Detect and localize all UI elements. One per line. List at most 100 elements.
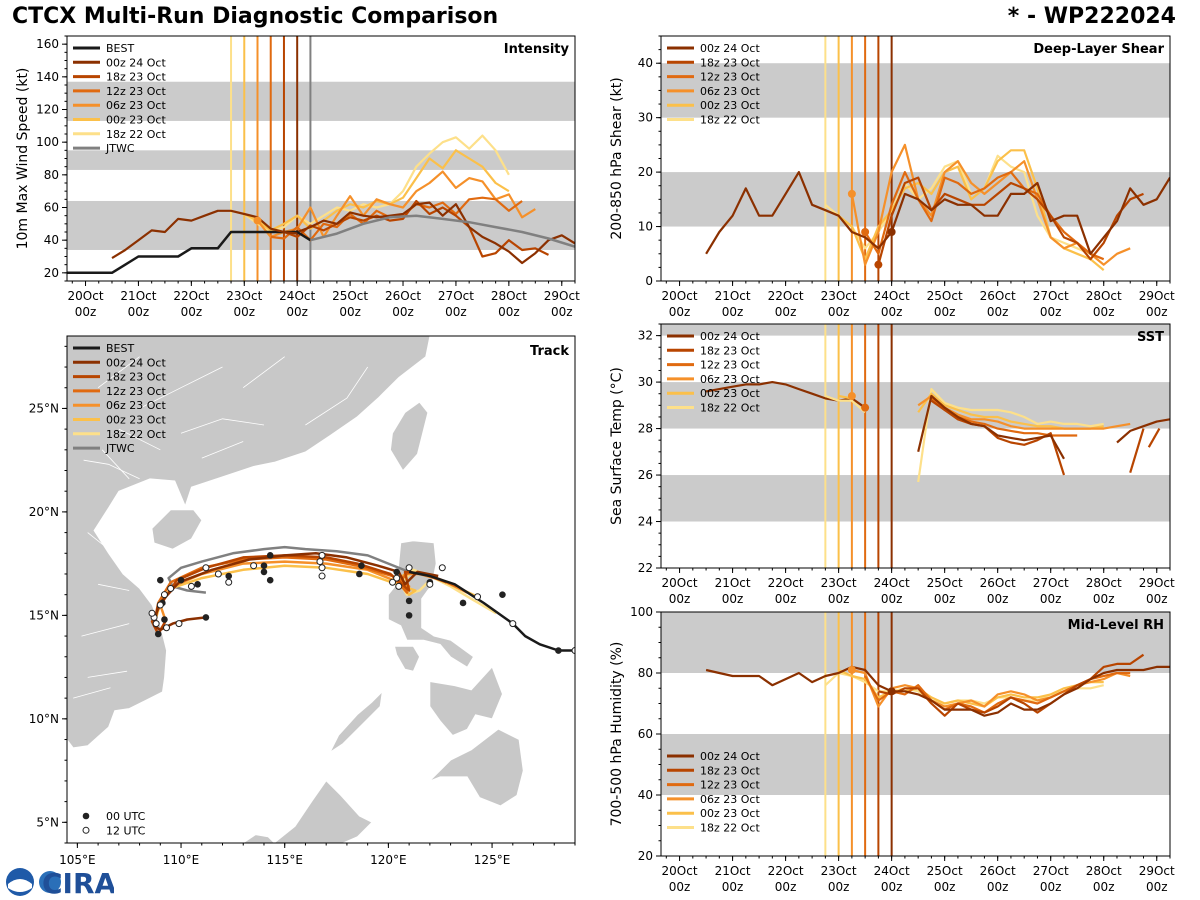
legend-label: BEST xyxy=(106,42,134,55)
cira-logo-globe xyxy=(39,871,61,893)
x-tick-label-hour: 00z xyxy=(181,305,203,319)
x-tick-label-hour: 00z xyxy=(128,305,150,319)
track-point-00utc xyxy=(225,572,233,580)
x-tick-label-hour: 00z xyxy=(669,592,691,606)
track-point-12utc xyxy=(152,620,160,628)
noaa-cira-logo: CIRA xyxy=(6,867,114,898)
y-tick-label: 40 xyxy=(638,56,653,70)
x-tick-label-hour: 00z xyxy=(775,592,797,606)
x-tick-label-date: 22Oct xyxy=(768,289,804,303)
x-tick-label-hour: 00z xyxy=(669,305,691,319)
series-line-best xyxy=(67,230,312,275)
init-marker-r18z23 xyxy=(874,260,883,269)
track-point-12utc xyxy=(438,564,446,572)
x-tick-label-hour: 00z xyxy=(828,592,850,606)
x-tick-label-hour: 00z xyxy=(392,305,414,319)
series-line-r00z24 xyxy=(111,209,298,260)
x-tick-label-date: 26Oct xyxy=(385,289,421,303)
x-tick-label-date: 26Oct xyxy=(980,864,1016,878)
x-tick-label-date: 29Oct xyxy=(1139,864,1175,878)
track-point-12utc xyxy=(389,578,397,586)
legend-label: 00z 24 Oct xyxy=(106,56,166,69)
x-tick-label-date: 28Oct xyxy=(1086,289,1122,303)
legend-label: 06z 23 Oct xyxy=(106,399,166,412)
x-tick-label-date: 20Oct xyxy=(662,576,698,590)
x-tick-label-date: 24Oct xyxy=(874,864,910,878)
x-tick-label-date: 20Oct xyxy=(662,864,698,878)
x-tick-label-date: 21Oct xyxy=(715,289,751,303)
x-tick-label-date: 24Oct xyxy=(874,576,910,590)
threshold-band xyxy=(661,382,1170,429)
legend-label: 00z 23 Oct xyxy=(700,807,760,820)
y-tick-label: 30 xyxy=(638,375,653,389)
x-tick-label-date: 29Oct xyxy=(544,289,580,303)
y-tick-label: 26 xyxy=(638,468,653,482)
x-tick-label-date: 22Oct xyxy=(768,864,804,878)
x-tick-label-hour: 00z xyxy=(1040,880,1062,894)
y-tick-label: 10 xyxy=(638,220,653,234)
x-tick-label-date: 26Oct xyxy=(980,289,1016,303)
x-tick-label-date: 24Oct xyxy=(279,289,315,303)
x-tick-label-hour: 00z xyxy=(498,305,520,319)
track-point-00utc xyxy=(202,614,210,621)
y-tick-label: 40 xyxy=(44,233,59,247)
series-line-r00z24 xyxy=(296,201,575,265)
land-mass xyxy=(273,780,373,843)
x-tick-label-date: 28Oct xyxy=(1086,576,1122,590)
x-tick-label-hour: 00z xyxy=(881,305,903,319)
x-tick-label-date: 27Oct xyxy=(1033,864,1069,878)
noaa-logo-wave xyxy=(8,879,32,892)
track-point-12utc xyxy=(148,609,156,617)
series-line-r00z24 xyxy=(705,665,893,693)
x-tick-label-date: 25Oct xyxy=(332,289,368,303)
track-point-00utc xyxy=(555,647,562,654)
x-tick-label-date: 24Oct xyxy=(874,289,910,303)
track-point-12utc xyxy=(318,564,326,572)
border-line xyxy=(87,670,128,678)
track-point-12utc xyxy=(225,578,233,586)
legend-label: 18z 22 Oct xyxy=(700,822,760,835)
border-line xyxy=(118,428,161,451)
x-tick-label-hour: 00z xyxy=(987,880,1009,894)
track-point-12utc xyxy=(474,593,482,601)
series-line-jtwc xyxy=(310,214,575,248)
y-tick-label: 20 xyxy=(638,849,653,863)
series-line-r00z24 xyxy=(705,171,893,255)
legend-label: 00z 23 Oct xyxy=(700,99,760,112)
y-axis-label: 200-850 hPa Shear (kt) xyxy=(609,77,625,239)
legend-label: 18z 23 Oct xyxy=(106,71,166,84)
x-tick-label-hour: 00z xyxy=(1093,305,1115,319)
x-tick-label-hour: 00z xyxy=(828,880,850,894)
map-frame xyxy=(66,335,576,844)
y-tick-label: 60 xyxy=(44,201,59,215)
land-mass xyxy=(429,666,503,736)
y-tick-label: 15°N xyxy=(29,608,59,622)
plot-area-rh xyxy=(661,612,1170,856)
series-line-r18z23 xyxy=(1129,428,1145,474)
y-tick-label: 80 xyxy=(638,666,653,680)
series-line-r12z23 xyxy=(864,171,1105,261)
init-marker-r06z23 xyxy=(847,665,856,674)
legend-label: 00z 23 Oct xyxy=(700,387,760,400)
x-tick-label-date: 27Oct xyxy=(1033,289,1069,303)
y-tick-label: 24 xyxy=(638,515,653,529)
legend-label: 18z 23 Oct xyxy=(700,56,760,69)
track-point-12utc xyxy=(405,564,413,572)
x-tick-label-date: 25Oct xyxy=(927,576,963,590)
map-area xyxy=(67,336,575,843)
x-tick-label-date: 26Oct xyxy=(980,576,1016,590)
track-point-12utc xyxy=(318,572,326,580)
legend-label: 12z 23 Oct xyxy=(106,85,166,98)
track-point-12utc xyxy=(160,591,168,599)
x-tick-label-date: 27Oct xyxy=(438,289,474,303)
track-point-12utc xyxy=(175,620,183,628)
legend-label: 12z 23 Oct xyxy=(106,385,166,398)
x-tick-label-date: 20Oct xyxy=(662,289,698,303)
x-tick-label-date: 22Oct xyxy=(768,576,804,590)
track-point-00utc xyxy=(405,612,413,619)
series-line-r18z22 xyxy=(825,394,866,414)
init-marker-r06z23 xyxy=(847,189,856,198)
track-point-00utc xyxy=(194,581,201,588)
x-tick-label-hour: 00z xyxy=(1040,592,1062,606)
track-point-12utc xyxy=(156,601,164,609)
